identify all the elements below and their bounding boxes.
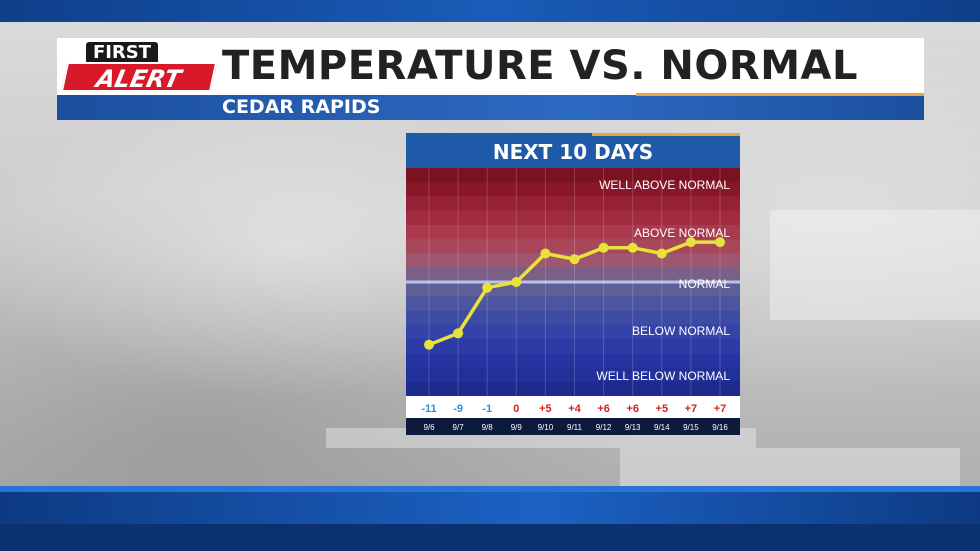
top-strip xyxy=(0,0,980,22)
anomaly-row xyxy=(406,396,740,418)
normal-line xyxy=(406,280,740,284)
data-point xyxy=(656,248,667,259)
background-band xyxy=(406,182,740,197)
date-tick-label: 9/11 xyxy=(567,423,583,432)
anomaly-label: +7 xyxy=(714,403,727,415)
date-tick-label: 9/15 xyxy=(683,423,699,432)
background-band xyxy=(406,324,740,340)
date-tick-label: 9/14 xyxy=(654,423,670,432)
band-label-normal: NORMAL xyxy=(679,277,731,291)
background-band xyxy=(406,381,740,397)
data-point xyxy=(569,254,580,265)
anomaly-label: +5 xyxy=(539,403,552,415)
chart-title-bar xyxy=(406,133,740,168)
anomaly-label: +6 xyxy=(597,403,610,415)
data-point xyxy=(482,282,493,293)
data-point xyxy=(685,237,696,248)
band-label-below: BELOW NORMAL xyxy=(632,324,730,338)
anomaly-label: -1 xyxy=(482,403,492,415)
band-label-above: ABOVE NORMAL xyxy=(634,226,730,240)
background-band xyxy=(406,367,740,383)
background-light-bar xyxy=(620,448,960,486)
date-tick-label: 9/6 xyxy=(423,423,435,432)
background-band xyxy=(406,168,740,183)
anomaly-label: +4 xyxy=(568,403,581,415)
date-row xyxy=(406,418,740,435)
first-alert-logo: FIRST ALERT xyxy=(60,42,218,93)
background-light-bar xyxy=(770,210,980,320)
data-point xyxy=(627,242,638,253)
data-point xyxy=(715,237,725,248)
subtitle-bar xyxy=(57,95,924,120)
bottom-strip xyxy=(0,486,980,551)
temperature-anomaly-chart: NEXT 10 DAYS WELL ABOVE NORMAL ABOVE NORM… xyxy=(406,133,740,435)
background-band xyxy=(406,339,740,354)
anomaly-label: -11 xyxy=(421,403,436,415)
date-tick-label: 9/13 xyxy=(625,423,641,432)
date-tick-label: 9/10 xyxy=(538,423,554,432)
anomaly-label: 0 xyxy=(513,403,519,415)
logo-alert-text: ALERT xyxy=(60,62,218,93)
band-label-well-below: WELL BELOW NORMAL xyxy=(596,369,730,383)
background-band xyxy=(406,296,740,311)
background-band xyxy=(406,210,740,226)
date-tick-label: 9/7 xyxy=(453,423,465,432)
location-label: CEDAR RAPIDS xyxy=(222,96,381,118)
data-point xyxy=(511,277,522,287)
logo-first-text: FIRST xyxy=(86,42,158,64)
anomaly-label: +6 xyxy=(626,403,639,415)
anomaly-label: +5 xyxy=(656,403,669,415)
date-tick-label: 9/16 xyxy=(712,423,728,432)
date-tick-label: 9/8 xyxy=(482,423,494,432)
anomaly-label: -9 xyxy=(453,403,463,415)
background-band xyxy=(406,353,740,368)
subtitle-accent xyxy=(636,93,924,96)
data-point xyxy=(424,339,434,350)
background-band xyxy=(406,310,740,326)
background-band xyxy=(406,239,740,254)
background-band xyxy=(406,196,740,212)
band-label-well-above: WELL ABOVE NORMAL xyxy=(599,178,730,192)
data-point xyxy=(540,248,551,259)
anomaly-label: +7 xyxy=(685,403,698,415)
chart-title-accent xyxy=(592,133,740,136)
date-tick-label: 9/12 xyxy=(596,423,612,432)
data-point xyxy=(598,242,609,253)
data-point xyxy=(453,328,464,339)
background-band xyxy=(406,267,740,283)
background-band xyxy=(406,225,740,240)
page-title: TEMPERATURE VS. NORMAL xyxy=(222,43,858,89)
chart-title: NEXT 10 DAYS xyxy=(493,140,653,164)
date-tick-label: 9/9 xyxy=(511,423,523,432)
